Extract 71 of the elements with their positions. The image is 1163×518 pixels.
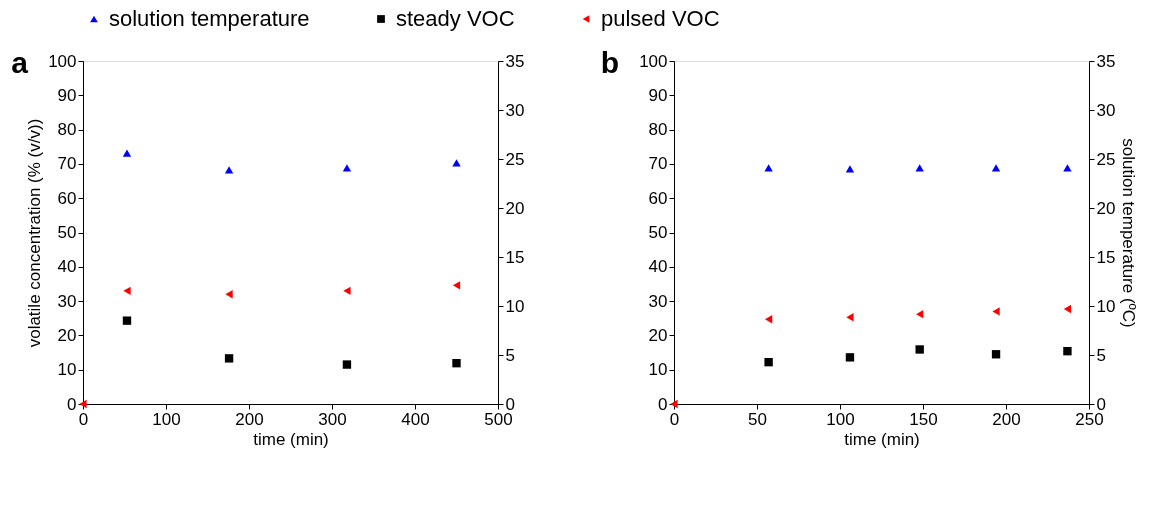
point xyxy=(342,360,352,369)
point xyxy=(764,357,773,367)
y-tick-label: 10 xyxy=(648,360,668,380)
y-tick-label: 70 xyxy=(648,154,668,174)
x-tick-label: 50 xyxy=(748,409,767,429)
y-tick-label: 90 xyxy=(57,85,77,105)
legend-label: solution temperature xyxy=(109,6,310,31)
point xyxy=(224,354,234,363)
point xyxy=(915,345,924,354)
y-tick-label: 40 xyxy=(648,257,668,277)
point xyxy=(452,359,461,368)
point xyxy=(991,350,1001,359)
x-tick-label: 150 xyxy=(909,409,938,429)
y2-tick-label: 35 xyxy=(505,51,525,71)
x-axis-title: time (min) xyxy=(844,429,920,449)
point xyxy=(122,316,132,325)
y-tick-label: 100 xyxy=(639,51,668,71)
point xyxy=(846,313,854,322)
text: b xyxy=(600,46,619,79)
x-tick-label: 300 xyxy=(318,409,347,429)
x-axis-title: time (min) xyxy=(253,429,329,449)
point xyxy=(452,281,461,290)
point xyxy=(1063,347,1072,356)
point xyxy=(765,315,773,324)
x-tick-label: 100 xyxy=(152,409,181,429)
y2-tick-label: 15 xyxy=(505,247,525,267)
y2-tick-label: 5 xyxy=(1096,345,1106,365)
y-tick-label: 50 xyxy=(57,223,77,242)
y-tick-label: 0 xyxy=(67,394,77,414)
legend-label: steady VOC xyxy=(396,6,515,31)
point xyxy=(225,290,233,299)
y2-tick-label: 10 xyxy=(1096,296,1116,316)
y-tick-label: 20 xyxy=(648,325,668,345)
point xyxy=(123,286,131,295)
text: a xyxy=(11,46,29,79)
y-tick-label: 90 xyxy=(648,85,668,105)
y2-tick-label: 25 xyxy=(505,149,525,169)
y-tick-label: 40 xyxy=(57,257,77,277)
point xyxy=(992,307,1000,316)
y2-tick-label: 35 xyxy=(1096,51,1116,71)
y2-tick-label: 15 xyxy=(1096,247,1116,267)
point xyxy=(845,353,855,362)
y-tick-label: 60 xyxy=(57,188,77,208)
point xyxy=(1063,304,1072,314)
x-tick-label: 100 xyxy=(826,409,855,429)
y2-tick-label: 30 xyxy=(505,100,525,120)
y2-tick-label: 30 xyxy=(1096,100,1116,120)
y-tick-label: 60 xyxy=(648,188,668,208)
y2-tick-label: 20 xyxy=(505,198,525,218)
y-tick-label: 80 xyxy=(648,120,668,140)
y-tick-label: 50 xyxy=(648,223,668,242)
y-tick-label: 70 xyxy=(57,154,77,174)
y2-axis-title: solution temperature (ºC) xyxy=(1119,138,1139,328)
y-tick-label: 30 xyxy=(57,291,77,311)
y2-tick-label: 20 xyxy=(1096,198,1116,218)
y-tick-label: 30 xyxy=(648,291,668,311)
x-tick-label: 200 xyxy=(992,409,1021,429)
y2-tick-label: 10 xyxy=(505,296,525,316)
y-tick-label: 100 xyxy=(48,51,77,71)
y-tick-label: 0 xyxy=(658,394,668,414)
x-tick-label: 400 xyxy=(401,409,430,429)
y-tick-label: 80 xyxy=(57,120,77,140)
y2-tick-label: 25 xyxy=(1096,149,1116,169)
y-tick-label: 20 xyxy=(57,325,77,345)
y-axis-title: volatile concentration (% (v/v)) xyxy=(25,118,45,348)
x-tick-label: 200 xyxy=(235,409,264,429)
point xyxy=(343,286,351,295)
point xyxy=(916,309,924,319)
y2-tick-label: 5 xyxy=(505,345,515,365)
legend-label: pulsed VOC xyxy=(601,6,720,31)
y-tick-label: 10 xyxy=(57,360,77,380)
